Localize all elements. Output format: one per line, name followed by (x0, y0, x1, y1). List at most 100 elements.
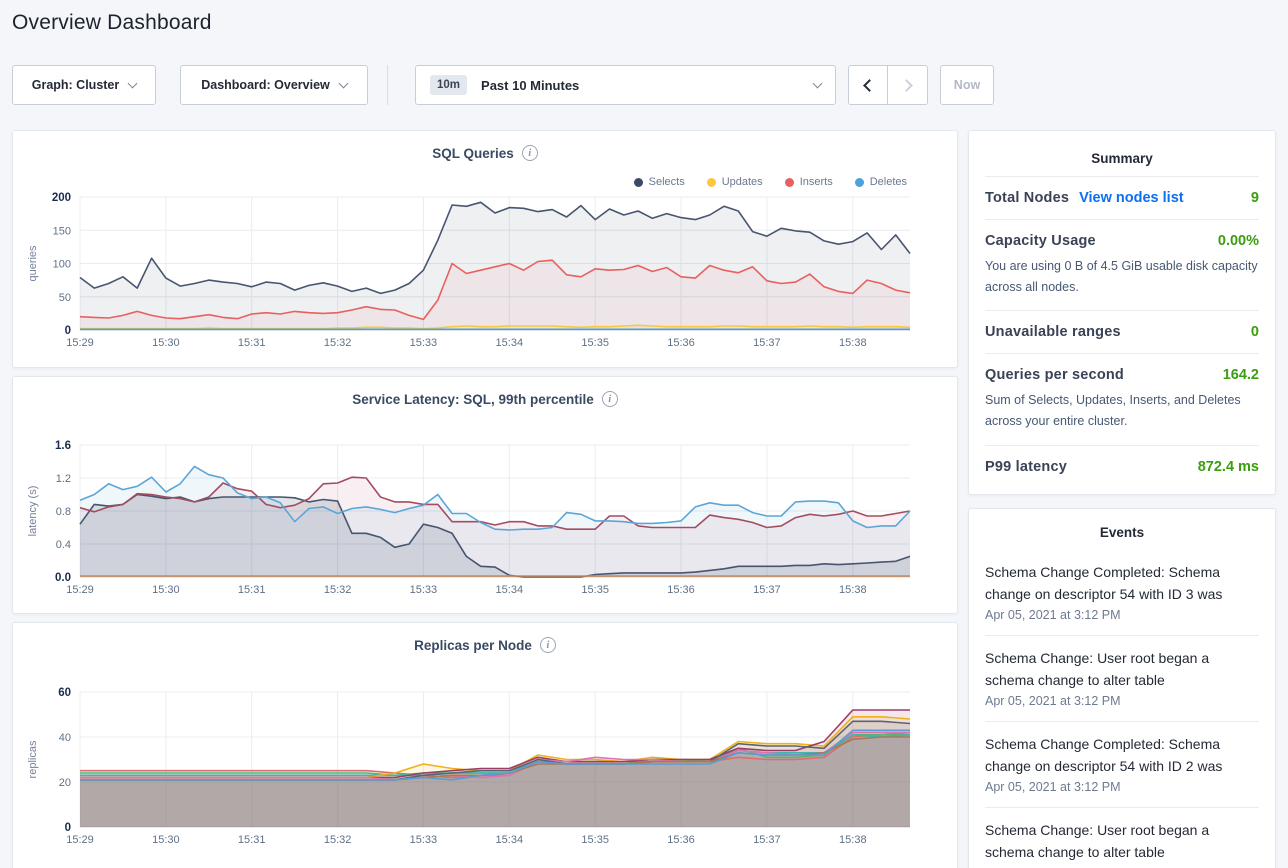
svg-text:15:37: 15:37 (753, 337, 781, 349)
svg-text:15:35: 15:35 (581, 834, 609, 846)
info-icon[interactable] (521, 145, 538, 161)
legend-dot-icon (706, 177, 716, 187)
page-title: Overview Dashboard (12, 11, 212, 34)
chevron-down-icon (812, 78, 823, 88)
event-list-item: Schema Change Completed: Schema change o… (985, 721, 1259, 807)
graph-scope-label: Graph: Cluster (31, 78, 120, 92)
dashboard-dropdown[interactable]: Dashboard: Overview (180, 65, 368, 105)
unavailable-ranges-label: Unavailable ranges (985, 324, 1121, 341)
time-range-picker[interactable]: 10m Past 10 Minutes (415, 65, 836, 105)
svg-text:15:38: 15:38 (839, 834, 867, 846)
svg-text:200: 200 (52, 192, 71, 204)
service-latency-chart[interactable]: 15:29 15:30 15:31 15:32 15:33 15:34 15:35 15:36… (14, 433, 958, 610)
svg-text:15:30: 15:30 (152, 584, 180, 596)
legend-dot-icon (633, 177, 643, 187)
svg-text:15:33: 15:33 (410, 584, 438, 596)
event-list-item: Schema Change: User root began a schema … (985, 635, 1259, 721)
svg-text:replicas: replicas (27, 740, 39, 778)
svg-text:15:30: 15:30 (152, 337, 180, 349)
chevron-down-icon (127, 78, 138, 88)
summary-row-total-nodes: Total Nodes View nodes list 9 (985, 176, 1259, 219)
qps-description: Sum of Selects, Updates, Inserts, and De… (985, 393, 1241, 428)
svg-text:15:29: 15:29 (66, 834, 94, 846)
legend-item: Updates (706, 176, 763, 188)
time-forward-button[interactable] (888, 65, 928, 105)
svg-text:15:33: 15:33 (410, 834, 438, 846)
dashboard-label: Dashboard: Overview (201, 78, 330, 92)
svg-text:0: 0 (65, 325, 71, 337)
time-range-badge: 10m (430, 75, 468, 95)
svg-text:15:36: 15:36 (667, 834, 695, 846)
svg-text:15:34: 15:34 (496, 834, 524, 846)
chart-title: Replicas per Node (414, 637, 532, 653)
summary-row-capacity: Capacity Usage 0.00% You are using 0 B o… (985, 219, 1259, 310)
event-timestamp: Apr 05, 2021 at 3:11 PM (985, 866, 1259, 868)
event-timestamp: Apr 05, 2021 at 3:12 PM (985, 608, 1121, 622)
p99-latency-value: 872.4 ms (1197, 458, 1259, 475)
svg-text:15:37: 15:37 (753, 584, 781, 596)
events-title: Events (1099, 525, 1145, 540)
svg-text:0.0: 0.0 (55, 572, 71, 584)
chevron-left-icon (863, 78, 876, 92)
svg-text:latency (s): latency (s) (27, 486, 39, 537)
event-list-item: Schema Change: User root began a schema … (985, 807, 1259, 868)
svg-text:150: 150 (53, 225, 71, 237)
event-message: Schema Change Completed: Schema change o… (985, 736, 1223, 774)
summary-panel: Summary Total Nodes View nodes list 9 Ca… (968, 130, 1276, 495)
replicas-per-node-chart[interactable]: 15:29 15:30 15:31 15:32 15:33 15:34 15:35 15:36… (14, 681, 958, 868)
event-message: Schema Change Completed: Schema change o… (985, 564, 1223, 602)
svg-text:15:34: 15:34 (496, 337, 524, 349)
summary-row-qps: Queries per second 164.2 Sum of Selects,… (985, 353, 1259, 444)
svg-text:15:32: 15:32 (324, 584, 352, 596)
summary-row-unavailable-ranges: Unavailable ranges 0 (985, 310, 1259, 353)
svg-text:15:38: 15:38 (839, 584, 867, 596)
svg-text:15:30: 15:30 (152, 834, 180, 846)
unavailable-ranges-value: 0 (1250, 324, 1259, 341)
svg-text:15:38: 15:38 (839, 337, 867, 349)
event-timestamp: Apr 05, 2021 at 3:12 PM (985, 694, 1121, 708)
svg-text:15:32: 15:32 (324, 834, 352, 846)
svg-text:60: 60 (58, 687, 71, 699)
svg-text:15:37: 15:37 (753, 834, 781, 846)
chart-title: SQL Queries (432, 145, 514, 161)
chevron-down-icon (338, 78, 349, 88)
svg-text:0.4: 0.4 (56, 539, 71, 551)
service-latency-chart-card: Service Latency: SQL, 99th percentile 15… (12, 376, 958, 614)
event-timestamp: Apr 05, 2021 at 3:12 PM (985, 780, 1121, 794)
now-button[interactable]: Now (940, 65, 994, 105)
graph-scope-dropdown[interactable]: Graph: Cluster (12, 65, 156, 105)
svg-text:15:31: 15:31 (238, 584, 266, 596)
svg-text:15:31: 15:31 (238, 834, 266, 846)
legend-dot-icon (854, 177, 864, 187)
svg-text:15:29: 15:29 (66, 584, 94, 596)
svg-text:15:29: 15:29 (66, 337, 94, 349)
sql-queries-chart[interactable]: 15:29 15:30 15:31 15:32 15:33 15:34 15:35 15:36… (14, 187, 958, 364)
info-icon[interactable] (601, 391, 618, 407)
chevron-right-icon (899, 78, 913, 92)
svg-text:100: 100 (53, 259, 71, 271)
svg-text:40: 40 (59, 732, 71, 744)
view-nodes-list-link[interactable]: View nodes list (1079, 190, 1184, 206)
legend-item: Deletes (854, 176, 907, 188)
sql-queries-chart-card: SQL Queries Selects Updates Inserts Deletes… (12, 130, 958, 368)
svg-text:15:34: 15:34 (496, 584, 524, 596)
event-list-item: Schema Change Completed: Schema change o… (985, 550, 1259, 635)
info-icon[interactable] (539, 637, 556, 653)
svg-text:15:36: 15:36 (667, 337, 695, 349)
replicas-per-node-chart-card: Replicas per Node 15:2915:3015:3115:3215… (12, 622, 958, 868)
capacity-usage-label: Capacity Usage (985, 233, 1096, 249)
p99-latency-label: P99 latency (985, 458, 1067, 475)
svg-text:50: 50 (59, 292, 71, 304)
svg-text:queries: queries (27, 245, 39, 282)
total-nodes-label: Total Nodes (985, 190, 1070, 206)
capacity-usage-description: You are using 0 B of 4.5 GiB usable disk… (985, 259, 1258, 294)
svg-text:15:31: 15:31 (238, 337, 266, 349)
svg-text:0: 0 (65, 822, 71, 834)
summary-title: Summary (1091, 151, 1153, 166)
total-nodes-value: 9 (1250, 190, 1259, 206)
time-back-button[interactable] (848, 65, 888, 105)
events-list: Schema Change Completed: Schema change o… (985, 550, 1259, 868)
svg-text:1.2: 1.2 (56, 473, 71, 485)
time-pager (848, 65, 929, 105)
legend-item: Inserts (784, 176, 833, 188)
